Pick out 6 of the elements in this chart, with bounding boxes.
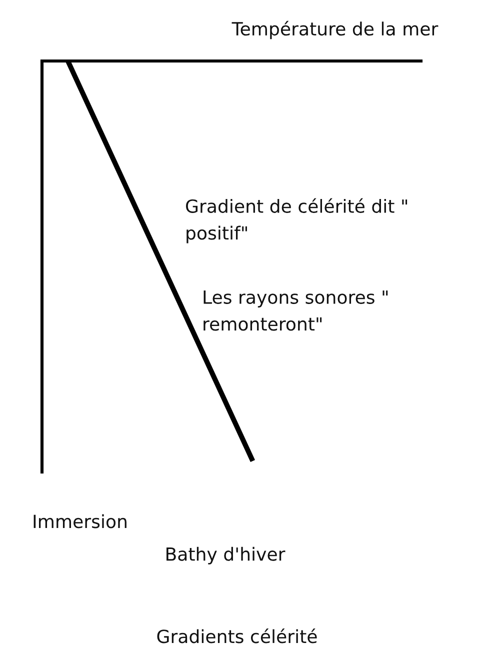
x-axis-title: Température de la mer [232,20,438,40]
text: Immersion [34,514,126,528]
text: Bathy d'hiver [166,546,286,564]
text: Gradients célérité [157,628,317,644]
annotation: Gradient de célérité dit " positif" [186,198,408,244]
annotation: Les rayons sonores " remonteront" [204,290,388,331]
